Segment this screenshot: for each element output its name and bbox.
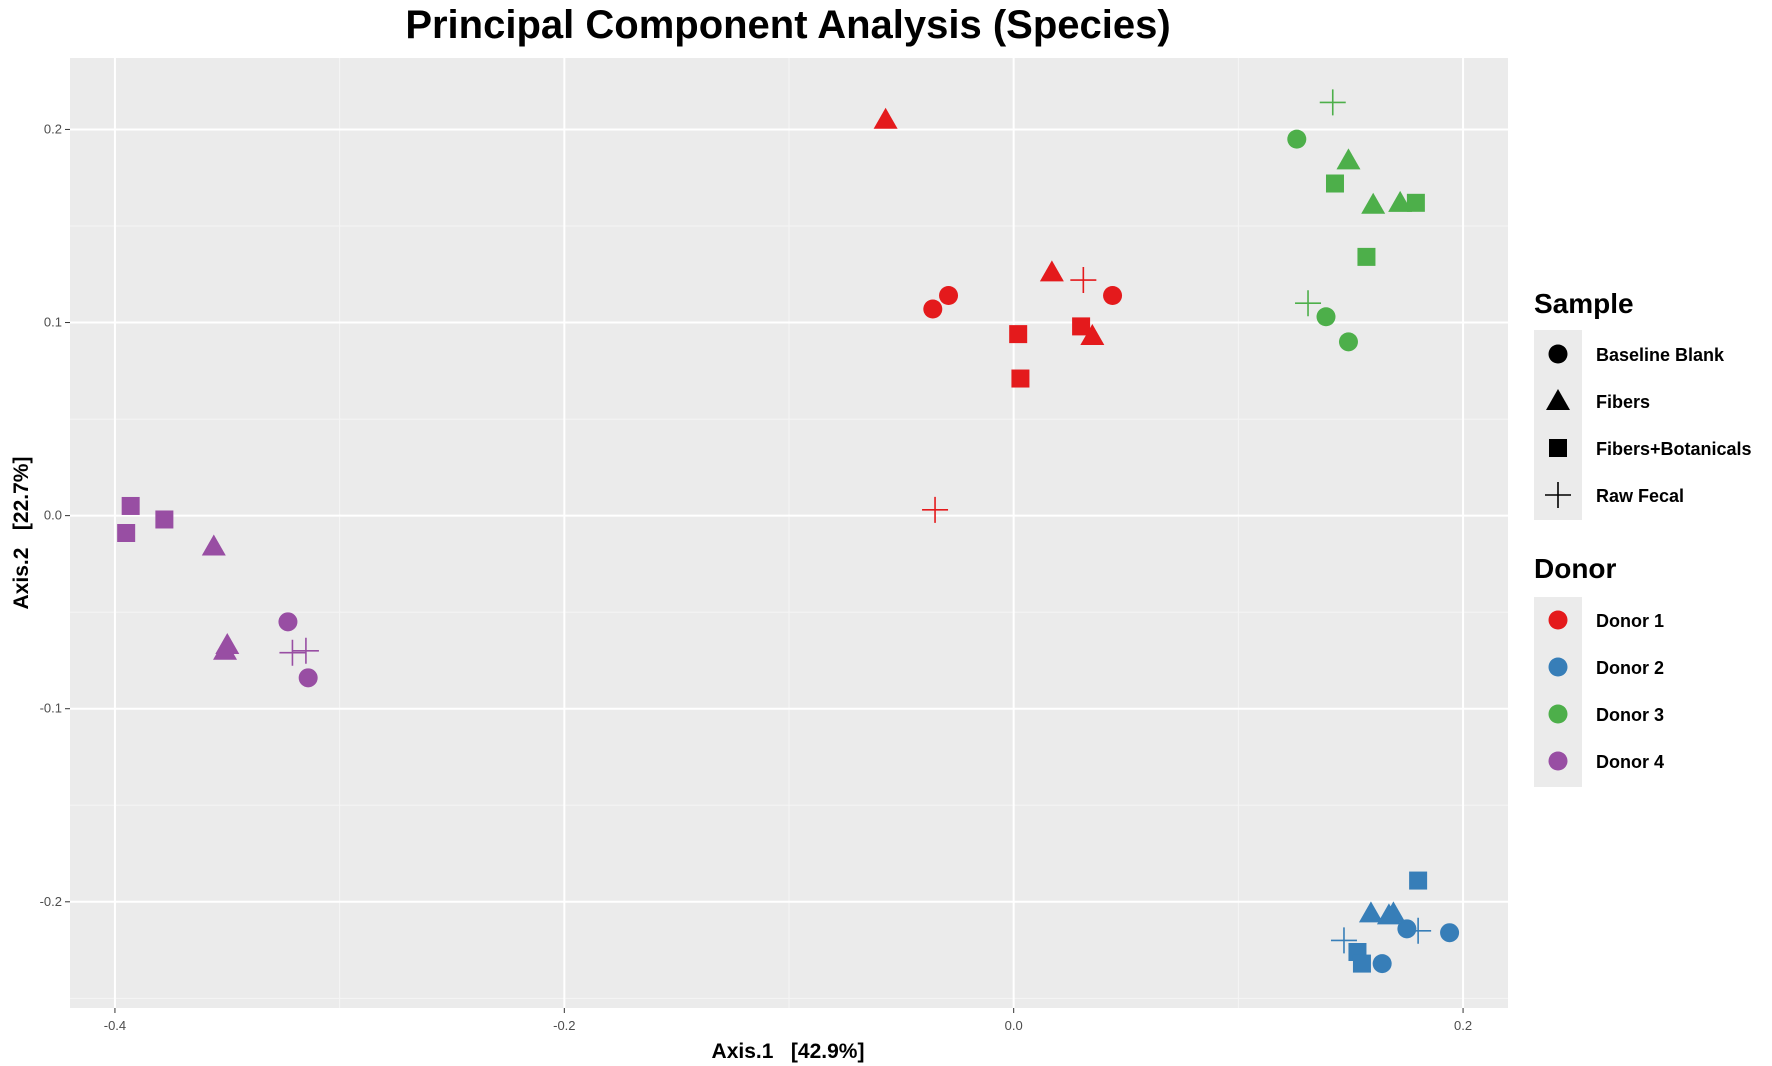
legend-donor-label: Donor 1 xyxy=(1596,611,1664,631)
data-point xyxy=(1316,307,1336,327)
data-point xyxy=(1358,901,1383,923)
legend-shape-key xyxy=(1549,439,1567,457)
data-point xyxy=(1405,917,1432,944)
x-tick-label: 0.0 xyxy=(1005,1018,1023,1033)
legend-sample-label: Fibers+Botanicals xyxy=(1596,439,1752,459)
chart-title: Principal Component Analysis (Species) xyxy=(405,3,1170,47)
data-point xyxy=(1338,332,1358,352)
legend-shape-key xyxy=(1545,482,1571,508)
legend-donor-title: Donor xyxy=(1534,553,1617,584)
x-tick-label: 0.2 xyxy=(1454,1018,1472,1033)
data-point xyxy=(1330,927,1357,954)
data-point xyxy=(1336,148,1361,170)
y-tick-label: 0.1 xyxy=(44,315,62,330)
data-point xyxy=(201,534,226,556)
legend-donor-label: Donor 4 xyxy=(1596,752,1664,772)
data-point xyxy=(1072,317,1091,336)
data-point xyxy=(1295,290,1322,317)
y-tick-label: 0.0 xyxy=(44,508,62,523)
minor-gridlines xyxy=(70,58,1508,1008)
data-point xyxy=(1325,174,1344,193)
legend-shape-key xyxy=(1548,344,1568,364)
data-point xyxy=(292,637,319,664)
y-tick-label: 0.2 xyxy=(44,121,62,136)
data-point xyxy=(121,496,140,515)
y-axis-ticks: -0.2 -0.1 0.0 0.1 0.2 xyxy=(40,121,70,909)
major-gridlines xyxy=(70,58,1508,1008)
data-point xyxy=(1361,192,1386,214)
data-point xyxy=(1009,325,1028,344)
data-point xyxy=(1070,267,1097,294)
data-point xyxy=(1287,129,1307,149)
legend-donor-label: Donor 3 xyxy=(1596,705,1664,725)
legend-color-key xyxy=(1548,751,1568,771)
x-axis-ticks: -0.4 -0.2 0.0 0.2 xyxy=(104,1008,1472,1033)
data-point xyxy=(155,510,174,529)
data-point xyxy=(1357,247,1376,266)
data-point xyxy=(298,668,318,688)
data-point xyxy=(1352,954,1371,973)
x-axis-title: Axis.1 [42.9%] xyxy=(712,1040,865,1063)
y-tick-label: -0.2 xyxy=(40,894,62,909)
data-point xyxy=(213,638,238,660)
data-point xyxy=(1319,89,1346,116)
legend-shape-key xyxy=(1546,389,1570,410)
legend-sample-label: Fibers xyxy=(1596,392,1650,412)
data-point xyxy=(922,496,949,523)
data-point xyxy=(873,107,898,129)
x-tick-label: -0.4 xyxy=(104,1018,126,1033)
data-points xyxy=(117,89,1460,974)
y-tick-label: -0.1 xyxy=(40,701,62,716)
x-tick-label: -0.2 xyxy=(553,1018,575,1033)
data-point xyxy=(1080,324,1105,346)
data-point xyxy=(1011,369,1030,388)
data-point xyxy=(1039,260,1064,282)
legend-donor: Donor Donor 1 Donor 2 Donor 3 Donor 4 xyxy=(1534,553,1664,787)
data-point xyxy=(1406,193,1425,212)
data-point xyxy=(1388,190,1413,212)
data-point xyxy=(1397,919,1417,939)
data-point xyxy=(278,612,298,632)
data-point xyxy=(279,639,306,666)
legend-color-key xyxy=(1548,704,1568,724)
legend-sample-label: Baseline Blank xyxy=(1596,345,1725,365)
data-point xyxy=(1409,871,1428,890)
data-point xyxy=(1381,901,1406,923)
legend-color-key xyxy=(1548,657,1568,677)
data-point xyxy=(939,286,959,305)
y-axis-title: Axis.2 [22.7%] xyxy=(10,457,33,610)
data-point xyxy=(117,524,136,542)
legend-color-key xyxy=(1548,610,1568,630)
data-point xyxy=(1103,286,1123,305)
data-point xyxy=(923,299,943,319)
legend-sample: Sample Baseline Blank Fibers Fibers+Botani… xyxy=(1534,288,1752,520)
plot-panel xyxy=(70,58,1508,1008)
data-point xyxy=(1372,954,1392,974)
legend-sample-label: Raw Fecal xyxy=(1596,486,1684,506)
data-point xyxy=(1440,923,1460,943)
legend-donor-label: Donor 2 xyxy=(1596,658,1664,678)
legend-sample-title: Sample xyxy=(1534,288,1634,319)
